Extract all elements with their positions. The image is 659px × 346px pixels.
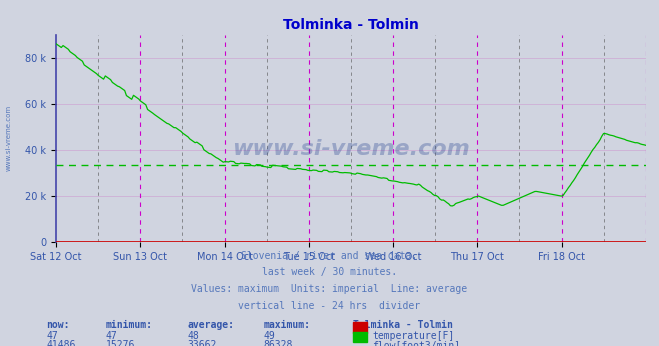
- Text: 86328: 86328: [264, 340, 293, 346]
- Text: 15276: 15276: [105, 340, 135, 346]
- Text: Tolminka - Tolmin: Tolminka - Tolmin: [353, 320, 453, 330]
- Text: now:: now:: [46, 320, 70, 330]
- Text: last week / 30 minutes.: last week / 30 minutes.: [262, 267, 397, 277]
- Text: 33662: 33662: [188, 340, 217, 346]
- Text: 47: 47: [46, 331, 58, 341]
- Text: 49: 49: [264, 331, 275, 341]
- Text: average:: average:: [188, 320, 235, 330]
- Text: 41486: 41486: [46, 340, 76, 346]
- Text: minimum:: minimum:: [105, 320, 152, 330]
- Text: flow[foot3/min]: flow[foot3/min]: [372, 340, 461, 346]
- Text: www.si-vreme.com: www.si-vreme.com: [5, 105, 11, 172]
- Text: 47: 47: [105, 331, 117, 341]
- Text: www.si-vreme.com: www.si-vreme.com: [232, 139, 470, 159]
- Text: vertical line - 24 hrs  divider: vertical line - 24 hrs divider: [239, 301, 420, 311]
- Text: temperature[F]: temperature[F]: [372, 331, 455, 341]
- Text: maximum:: maximum:: [264, 320, 310, 330]
- Text: Values: maximum  Units: imperial  Line: average: Values: maximum Units: imperial Line: av…: [191, 284, 468, 294]
- Title: Tolminka - Tolmin: Tolminka - Tolmin: [283, 18, 419, 32]
- Text: Slovenia / river and sea data.: Slovenia / river and sea data.: [241, 251, 418, 261]
- Text: 48: 48: [188, 331, 200, 341]
